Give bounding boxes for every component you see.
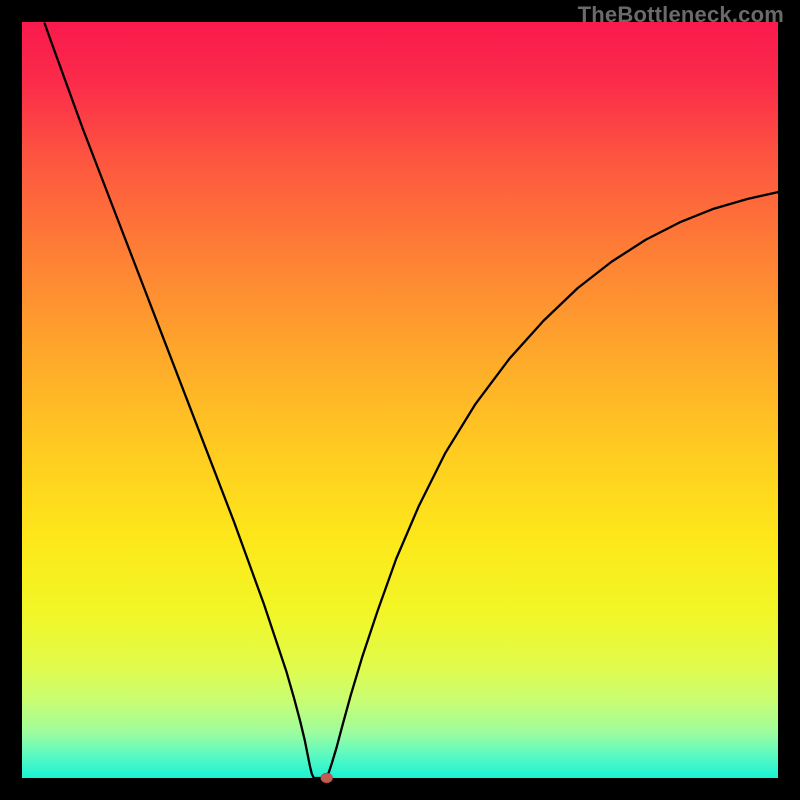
watermark-text: TheBottleneck.com: [578, 2, 784, 28]
bottleneck-chart: [0, 0, 800, 800]
optimal-point-marker: [321, 773, 333, 783]
chart-container: TheBottleneck.com: [0, 0, 800, 800]
plot-background: [22, 22, 778, 778]
